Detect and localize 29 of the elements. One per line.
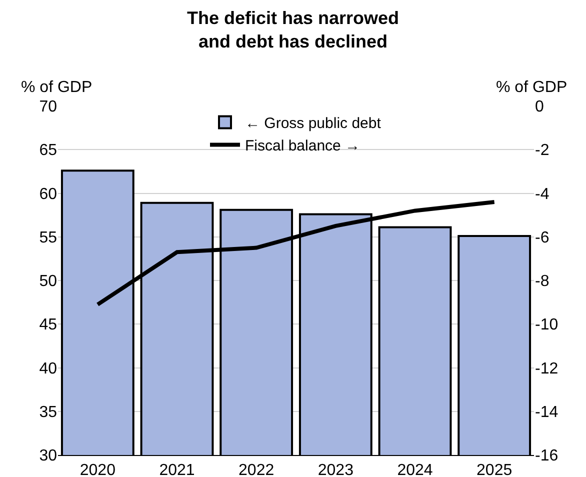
y2-tick-label: -10: [535, 316, 558, 334]
x-tick-label: 2023: [318, 462, 354, 477]
x-tick-label: 2024: [397, 462, 433, 477]
y2-tick-label: 0: [535, 98, 544, 116]
y-tick-label: 35: [39, 404, 58, 421]
x-tick-label: 2025: [476, 462, 512, 477]
legend-label: Fiscal balance →: [245, 138, 360, 155]
y2-tick-label: -6: [535, 229, 550, 246]
y2-tick-label: -4: [535, 186, 550, 203]
y2-tick-label: -12: [535, 360, 558, 378]
y-tick-label: 65: [39, 142, 58, 160]
y2-axis-title: % of GDP: [496, 79, 568, 96]
y-tick-label: 60: [39, 186, 58, 203]
x-tick-label: 2020: [80, 462, 116, 477]
y-tick-label: 30: [39, 448, 58, 465]
y-tick-label: 45: [39, 316, 58, 334]
y-tick-label: 50: [39, 273, 58, 290]
y-tick-label: 40: [39, 360, 58, 378]
legend-label: ← Gross public debt: [245, 115, 382, 132]
y2-tick-label: -16: [535, 448, 558, 465]
y2-tick-label: -14: [535, 404, 558, 421]
y2-tick-label: -8: [535, 273, 550, 290]
chart-title: The deficit has narrowed and debt has declined: [186, 8, 400, 52]
y-tick-label: 55: [39, 229, 58, 246]
y2-tick-label: -2: [535, 142, 550, 160]
y-axis-title: % of GDP: [21, 79, 92, 96]
x-tick-label: 2022: [238, 462, 274, 477]
y-tick-label: 70: [39, 98, 58, 116]
x-tick-label: 2021: [159, 462, 195, 477]
